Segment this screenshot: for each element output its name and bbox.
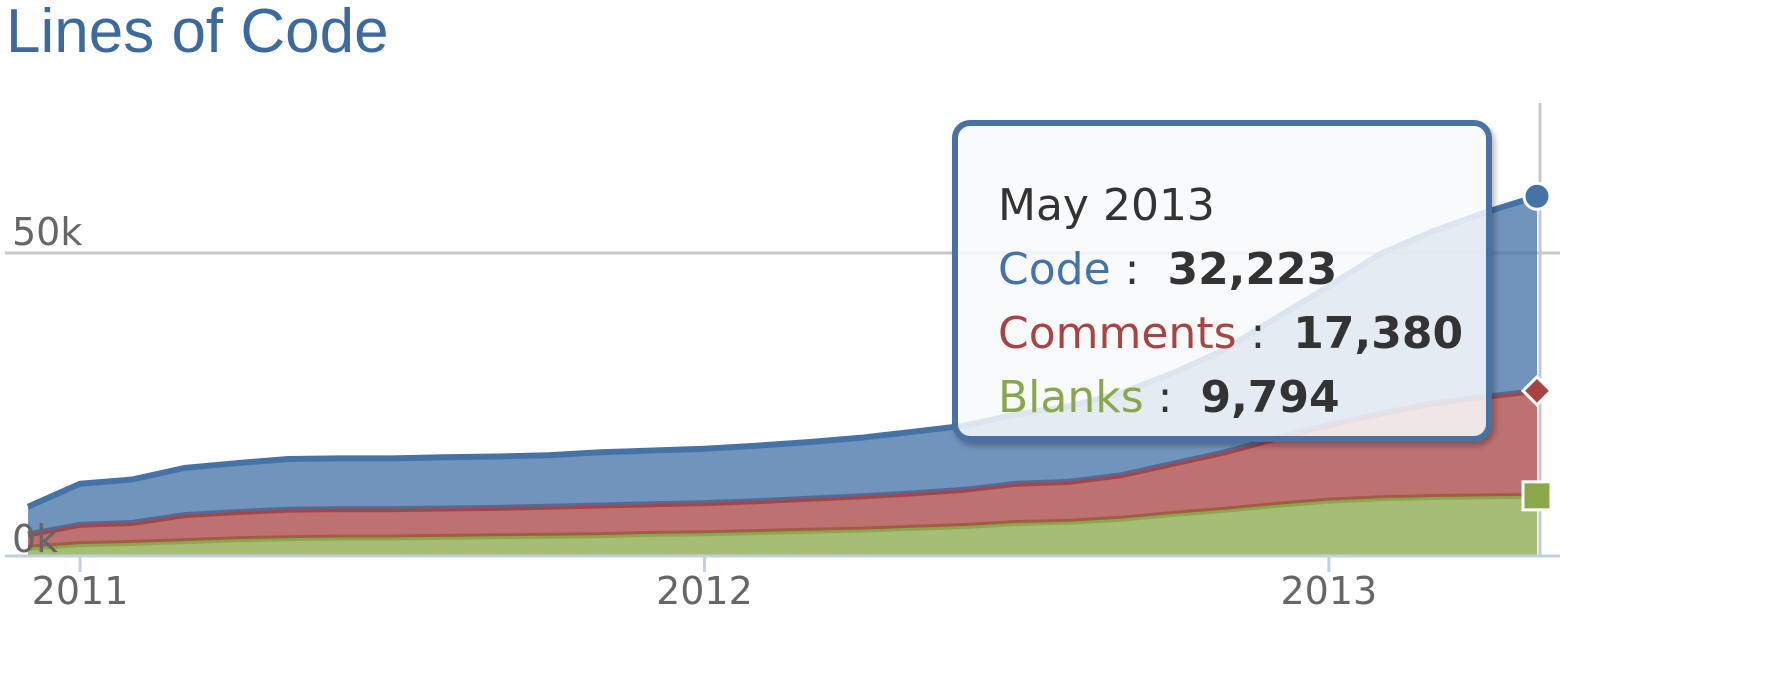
tooltip-series-value: 9,794 <box>1200 372 1340 423</box>
tooltip-row-code: Code : 32,223 <box>998 244 1338 295</box>
x-tick-label: 2013 <box>1281 569 1378 613</box>
y-tick-label: 50k <box>12 210 82 254</box>
series-area-comments <box>28 390 1537 548</box>
x-tick-label: 2012 <box>656 569 753 613</box>
axis-layer: 0k 50k 2011 2012 2013 <box>5 210 1560 613</box>
tooltip-series-value: 32,223 <box>1167 244 1338 295</box>
tooltip-series-value: 17,380 <box>1293 308 1464 359</box>
tooltip-series-name: Comments <box>998 308 1237 359</box>
tooltip-series-name: Blanks <box>998 372 1144 423</box>
y-tick-label: 0k <box>12 517 58 561</box>
tooltip-series-name: Code <box>998 244 1111 295</box>
tooltip-date-row: May 2013 <box>998 174 1486 238</box>
tooltip-row-blanks: Blanks : 9,794 <box>998 372 1340 423</box>
marker-comments <box>1520 374 1554 407</box>
x-tick-label: 2011 <box>32 569 129 613</box>
marker-layer <box>1520 181 1554 512</box>
chart-title: Lines of Code <box>6 0 389 66</box>
tooltip: May 2013 Code : 32,223 Comments : 17,380… <box>952 120 1492 442</box>
tooltip-row-comments: Comments : 17,380 <box>998 308 1464 359</box>
marker-blanks <box>1521 480 1553 512</box>
marker-code <box>1522 181 1552 211</box>
tooltip-date: May 2013 <box>998 180 1215 231</box>
series-area-code <box>28 196 1537 535</box>
